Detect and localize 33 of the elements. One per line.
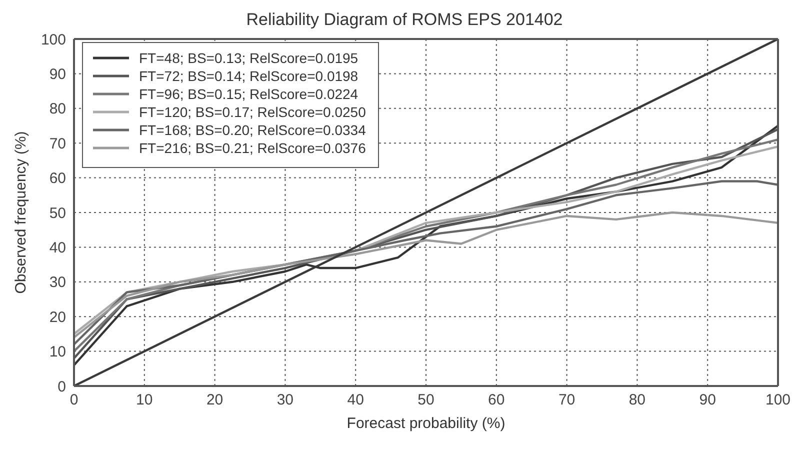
x-tick-label: 10	[136, 392, 153, 409]
y-tick-label: 40	[49, 240, 66, 257]
x-tick-label: 0	[70, 392, 78, 409]
legend-label: FT=120; BS=0.17; RelScore=0.0250	[139, 103, 366, 121]
legend-label: FT=48; BS=0.13; RelScore=0.0195	[139, 49, 358, 67]
x-tick-label: 30	[276, 392, 294, 409]
legend-label: FT=216; BS=0.21; RelScore=0.0376	[139, 139, 366, 157]
y-tick-label: 70	[49, 135, 66, 152]
legend-label: FT=72; BS=0.14; RelScore=0.0198	[139, 67, 358, 85]
legend-label: FT=96; BS=0.15; RelScore=0.0224	[139, 85, 358, 103]
x-tick-label: 50	[418, 392, 434, 409]
chart-title: Reliability Diagram of ROMS EPS 201402	[245, 9, 564, 31]
y-tick-label: 0	[58, 378, 66, 396]
line-series	[74, 180, 778, 346]
x-tick-label: 70	[558, 392, 576, 409]
y-axis-title: Observed frequency (%)	[12, 131, 30, 294]
y-tick-label: 30	[49, 274, 66, 292]
y-tick-label: 80	[49, 100, 66, 118]
y-tick-label: 20	[49, 308, 66, 326]
y-tick-label: 100	[40, 31, 66, 48]
x-tick-label: 80	[628, 392, 646, 409]
y-tick-label: 50	[49, 204, 66, 222]
x-axis-title: Forecast probability (%)	[346, 415, 506, 432]
y-tick-label: 10	[49, 344, 66, 361]
y-tick-label: 90	[49, 66, 66, 84]
x-tick-label: 40	[347, 392, 364, 409]
line-series	[74, 211, 778, 339]
x-tick-label: 20	[206, 392, 224, 409]
x-tick-label: 100	[765, 392, 791, 409]
x-tick-label: 90	[699, 392, 716, 409]
legend-label: FT=168; BS=0.20; RelScore=0.0334	[139, 121, 366, 139]
x-tick-label: 60	[488, 392, 505, 409]
y-tick-label: 60	[49, 170, 66, 188]
